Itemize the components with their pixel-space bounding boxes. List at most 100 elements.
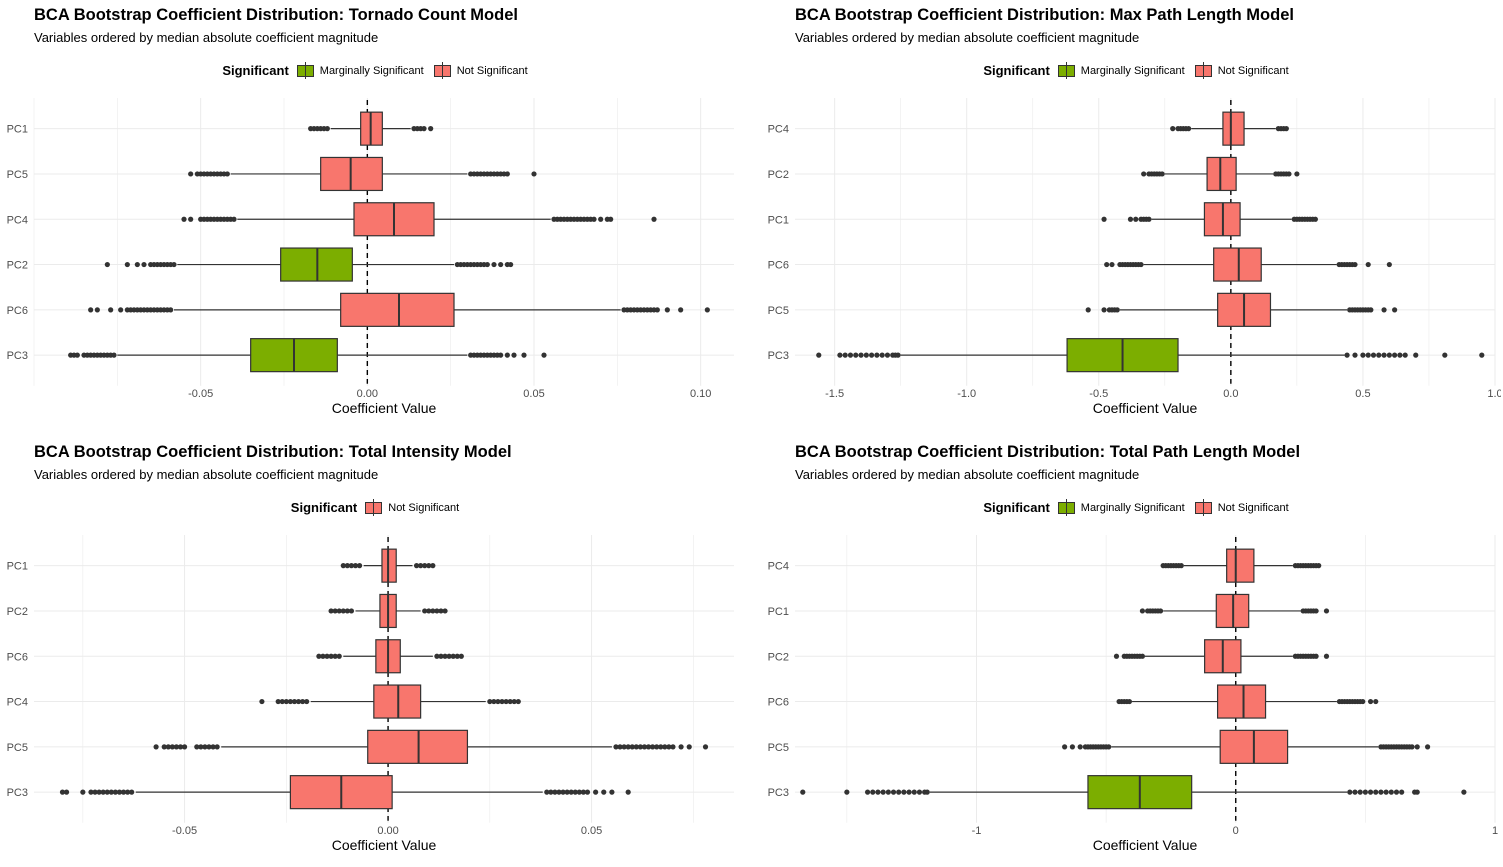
legend-key-marginal (1057, 62, 1075, 79)
y-tick-label-pc6: PC6 (768, 260, 789, 272)
outlier-point (863, 352, 869, 358)
outlier-point (1312, 216, 1318, 222)
outlier-point (704, 307, 710, 313)
outlier-point (1360, 352, 1366, 358)
box-pc5 (367, 729, 469, 764)
outlier-point (231, 216, 237, 222)
legend-label-marginal: Marginally Significant (1080, 64, 1185, 77)
outlier-point (1367, 698, 1374, 705)
outlier-point (1352, 352, 1358, 358)
outlier-point (120, 789, 127, 795)
outlier-point (1399, 789, 1405, 795)
outlier-point (63, 789, 70, 795)
x-tick-label: 0.05 (523, 388, 544, 400)
outlier-point (1347, 789, 1353, 795)
outlier-point (1104, 261, 1110, 268)
outlier-point (1138, 261, 1144, 268)
outlier-point (344, 563, 350, 569)
outlier-point (287, 698, 293, 705)
outlier-point (658, 744, 664, 750)
outlier-point (800, 789, 806, 795)
outlier-point (1386, 352, 1392, 358)
outlier-point (584, 789, 591, 795)
outlier-point (654, 307, 660, 313)
outlier-point (507, 698, 513, 705)
outlier-point (879, 352, 885, 358)
outlier-point (568, 789, 574, 795)
legend-key-not-significant (1194, 62, 1212, 79)
outlier-point (521, 352, 527, 358)
box-pc4 (373, 684, 422, 719)
outlier-point (1414, 789, 1420, 795)
outlier-point (625, 789, 631, 795)
outlier-point (450, 653, 456, 659)
legend-title: Significant (290, 500, 358, 515)
outlier-point (1352, 261, 1358, 268)
outlier-point (1077, 744, 1083, 750)
outlier-point (430, 563, 436, 569)
y-tick-label-pc1: PC1 (7, 561, 28, 573)
outlier-point (202, 744, 208, 750)
outlier-point (1139, 653, 1146, 659)
legend-item-not-significant: Not Significant (1194, 499, 1289, 516)
chart-panel-max-path-length: BCA Bootstrap Coefficient Distribution: … (761, 0, 1501, 430)
outlier-point (428, 126, 434, 132)
x-axis-title: Coefficient Value (1093, 837, 1198, 853)
outlier-point (875, 789, 881, 795)
outlier-point (279, 698, 285, 705)
outlier-point (1393, 789, 1400, 795)
outlier-point (637, 744, 643, 750)
outlier-point (498, 352, 504, 358)
chart-subtitle: Variables ordered by median absolute coe… (795, 30, 1140, 45)
outlier-point (210, 744, 216, 750)
x-tick-label: -1 (972, 825, 982, 837)
outlier-point (572, 789, 578, 795)
chart-subtitle: Variables ordered by median absolute coe… (795, 467, 1140, 482)
legend-label-not-significant: Not Significant (1217, 501, 1289, 514)
outlier-point (1323, 653, 1330, 659)
x-tick-label: -1.0 (957, 388, 976, 400)
chart-title: BCA Bootstrap Coefficient Distribution: … (34, 443, 512, 461)
outlier-point (348, 563, 355, 569)
outlier-point (816, 352, 822, 358)
y-tick-label-pc5: PC5 (768, 305, 789, 317)
outlier-point (1323, 608, 1330, 614)
outlier-point (454, 653, 460, 659)
box-pc1 (381, 548, 397, 583)
outlier-point (911, 789, 917, 795)
outlier-point (188, 171, 194, 177)
legend-item-not-significant: Not Significant (433, 62, 528, 79)
outlier-point (1114, 307, 1120, 313)
outlier-point (504, 171, 510, 177)
legend: Significant Marginally Significant Not S… (0, 62, 760, 79)
outlier-point (320, 653, 326, 659)
outlier-point (344, 608, 350, 614)
outlier-point (1141, 171, 1147, 177)
y-tick-label-pc4: PC4 (768, 561, 789, 573)
outlier-point (88, 307, 94, 313)
chart-subtitle: Variables ordered by median absolute coe… (34, 30, 379, 45)
outlier-point (168, 307, 174, 313)
outlier-point (92, 789, 98, 795)
outlier-point (1402, 352, 1408, 358)
outlier-point (1362, 789, 1368, 795)
y-tick-label-pc2: PC2 (768, 651, 789, 663)
legend-label-not-significant: Not Significant (456, 64, 528, 77)
outlier-point (100, 789, 106, 795)
y-tick-label-pc6: PC6 (7, 305, 28, 317)
x-tick-label: -0.5 (1089, 388, 1108, 400)
outlier-point (438, 608, 444, 614)
outlier-point (1461, 789, 1467, 795)
outlier-point (1365, 261, 1371, 268)
outlier-point (541, 352, 547, 358)
outlier-point (1392, 352, 1398, 358)
boxplot-total-intensity: PC1 PC2 PC6 PC4 PC5 PC3 -0.05 0.00 0.05 Coefficie… (7, 535, 734, 853)
y-tick-label-pc1: PC1 (768, 606, 789, 618)
outlier-point (316, 653, 322, 659)
outlier-point (275, 698, 281, 705)
outlier-point (498, 261, 504, 268)
y-tick-label-pc2: PC2 (7, 606, 28, 618)
legend-key-marginal (1057, 499, 1075, 516)
boxplot-max-path-length: PC4 PC2 PC1 PC6 PC5 PC3 -1.5 -1.0 -0.5 0.0 0.5 1.0 C… (768, 98, 1501, 416)
outlier-point (608, 216, 614, 222)
